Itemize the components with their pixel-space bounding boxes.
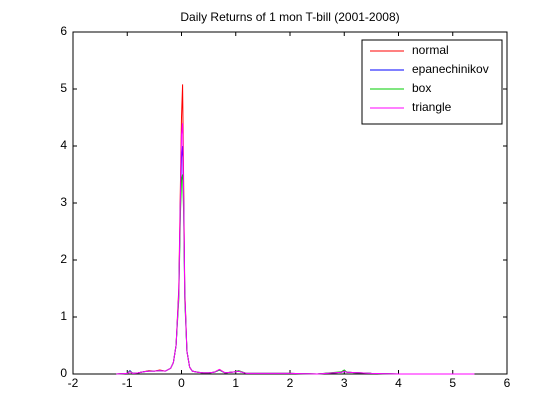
x-tick-label: 0 <box>178 376 185 390</box>
legend-box <box>361 39 503 125</box>
y-tick-label: 4 <box>60 138 67 152</box>
x-tick-label: 4 <box>395 376 402 390</box>
y-tick-label: 2 <box>60 252 67 266</box>
y-tick-label: 0 <box>60 366 67 380</box>
x-tick-label: 1 <box>232 376 239 390</box>
y-tick-label: 1 <box>60 309 67 323</box>
chart-title: Daily Returns of 1 mon T-bill (2001-2008… <box>180 10 399 24</box>
legend-label: box <box>412 81 431 95</box>
x-tick-label: -1 <box>122 376 133 390</box>
y-tick-label: 6 <box>60 24 67 38</box>
y-tick-label: 3 <box>60 195 67 209</box>
x-tick-label: 2 <box>287 376 294 390</box>
x-tick-label: 6 <box>504 376 511 390</box>
legend-label: normal <box>412 43 449 57</box>
x-tick-label: 5 <box>449 376 456 390</box>
series-line <box>116 123 475 375</box>
legend-label: triangle <box>412 100 452 114</box>
legend-label: epanechinikov <box>412 62 489 76</box>
x-tick-label: -2 <box>68 376 79 390</box>
y-tick-label: 5 <box>60 81 67 95</box>
x-tick-label: 3 <box>341 376 348 390</box>
